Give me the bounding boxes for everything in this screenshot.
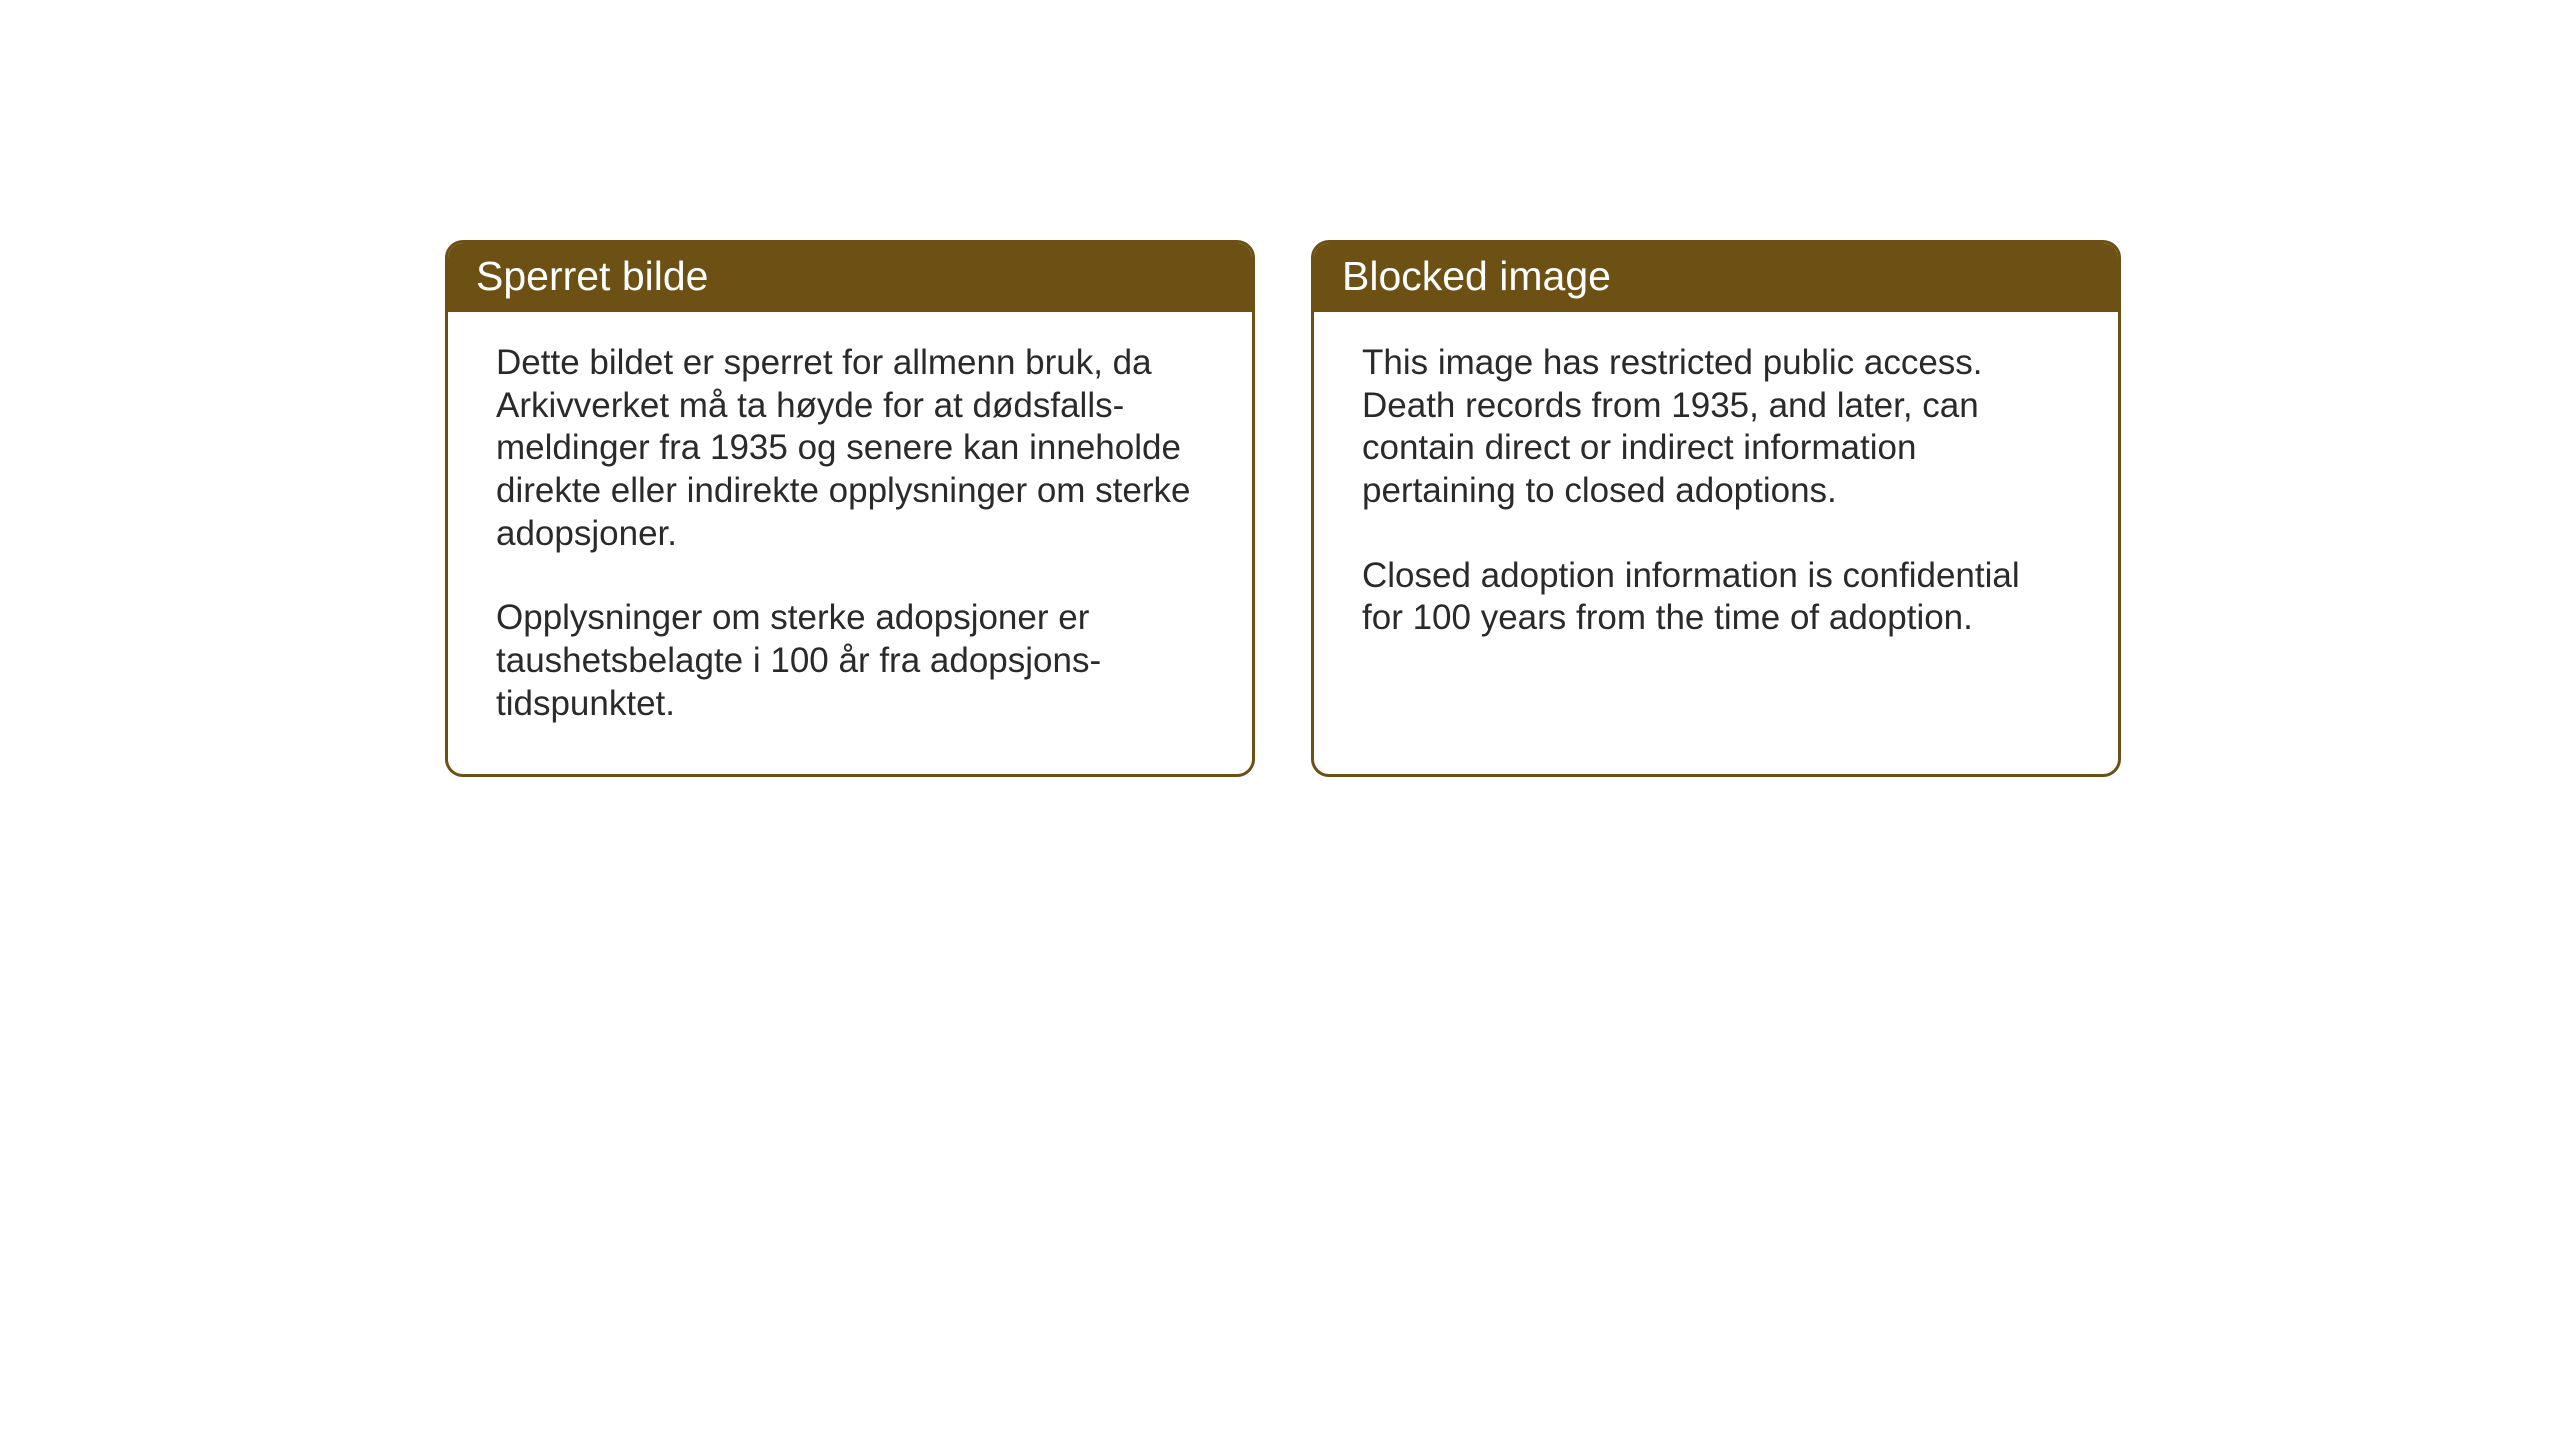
norwegian-notice-card: Sperret bilde Dette bildet er sperret fo…: [445, 240, 1255, 777]
norwegian-paragraph-2: Opplysninger om sterke adopsjoner er tau…: [496, 597, 1204, 725]
norwegian-card-body: Dette bildet er sperret for allmenn bruk…: [448, 312, 1252, 774]
english-card-body: This image has restricted public access.…: [1314, 312, 2118, 688]
english-notice-card: Blocked image This image has restricted …: [1311, 240, 2121, 777]
notice-container: Sperret bilde Dette bildet er sperret fo…: [445, 240, 2121, 777]
english-paragraph-1: This image has restricted public access.…: [1362, 342, 2070, 513]
norwegian-paragraph-1: Dette bildet er sperret for allmenn bruk…: [496, 342, 1204, 555]
norwegian-card-title: Sperret bilde: [448, 243, 1252, 312]
english-card-title: Blocked image: [1314, 243, 2118, 312]
english-paragraph-2: Closed adoption information is confident…: [1362, 555, 2070, 640]
